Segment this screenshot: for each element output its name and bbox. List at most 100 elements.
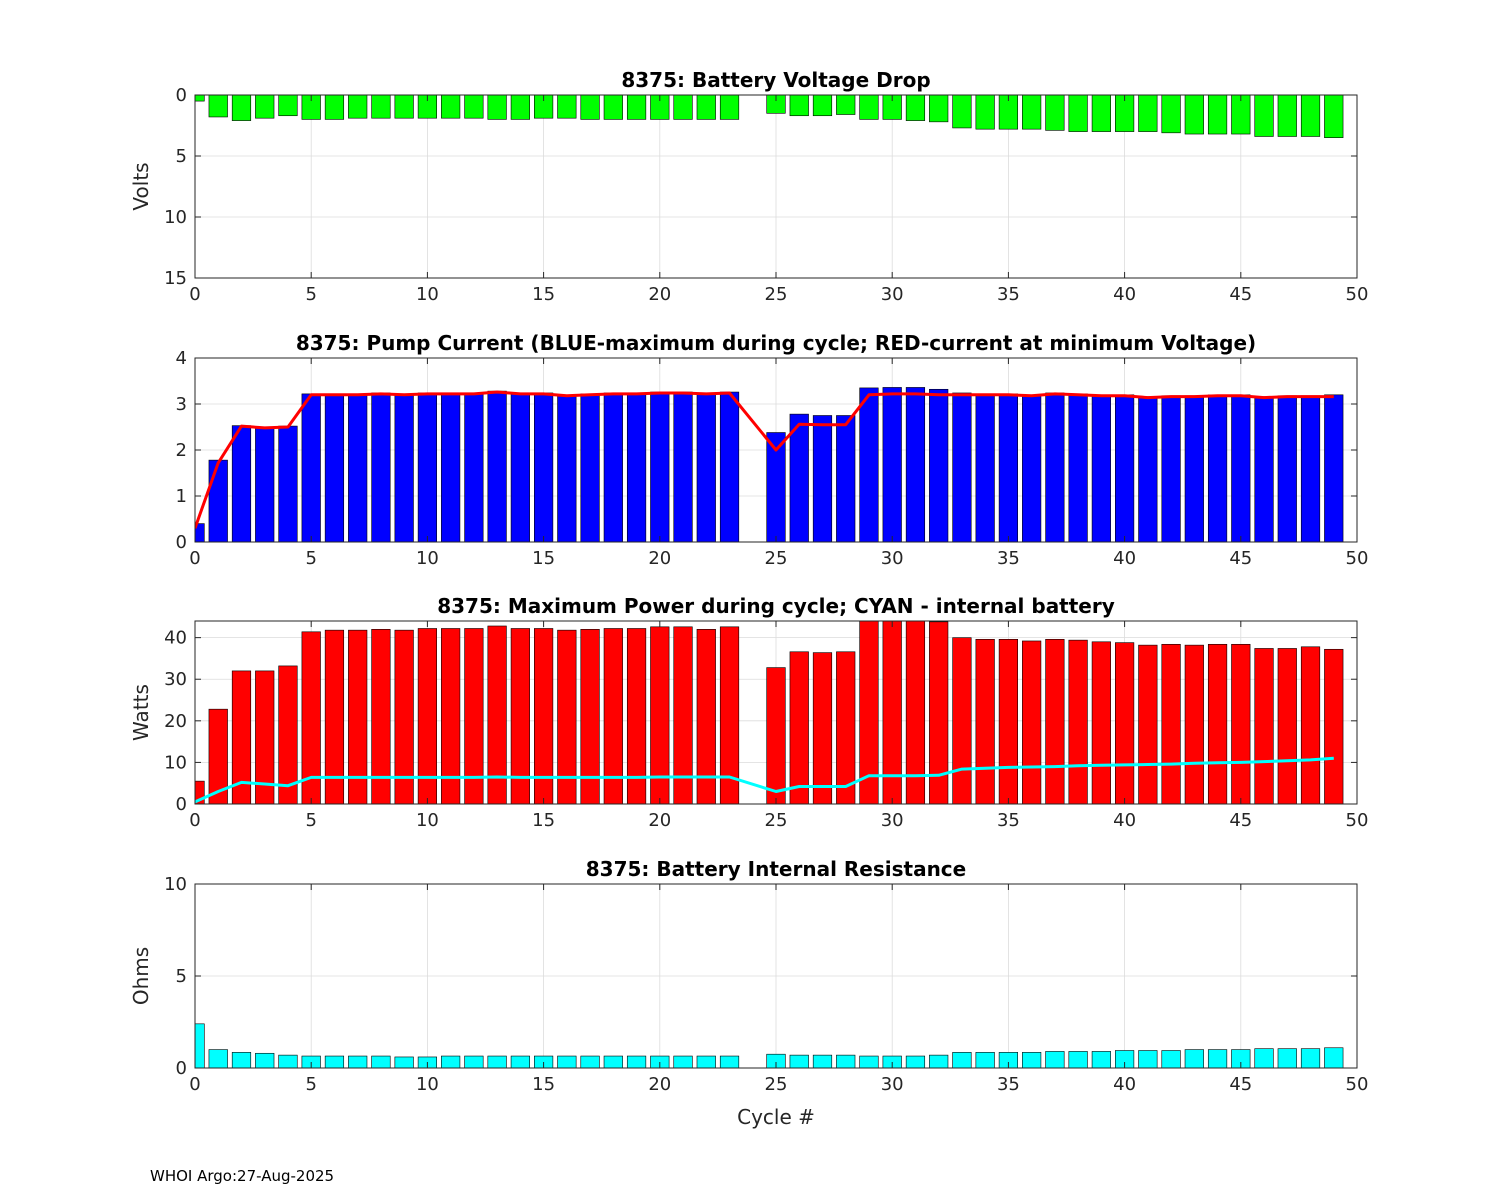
bar (650, 391, 670, 542)
bar (789, 1054, 809, 1068)
x-tick-label: 0 (189, 284, 200, 305)
bar (1138, 1050, 1158, 1068)
y-tick-label: 2 (176, 440, 187, 461)
bar (534, 95, 554, 119)
y-axis-label: Watts (129, 684, 153, 741)
bar (255, 1052, 275, 1068)
bar (975, 393, 995, 542)
y-tick-label: 40 (164, 628, 187, 649)
bar (1138, 396, 1158, 542)
bar (324, 629, 345, 804)
bar (603, 392, 623, 542)
bar (580, 629, 600, 804)
y-tick-label: 15 (164, 268, 187, 289)
bar (812, 95, 833, 117)
bar (324, 393, 345, 542)
bar (1300, 1048, 1321, 1068)
bar (510, 1055, 530, 1068)
bar (487, 95, 507, 120)
bar (1045, 392, 1065, 542)
bar (510, 392, 530, 542)
bar (626, 1055, 647, 1068)
bar (1231, 643, 1251, 804)
y-tick-label: 0 (176, 532, 187, 553)
bar (1161, 95, 1181, 134)
x-tick-label: 5 (305, 810, 316, 831)
bar (812, 652, 833, 804)
bar (673, 1055, 693, 1068)
bar (1184, 395, 1204, 542)
bar (1231, 394, 1251, 542)
x-tick-label: 30 (881, 284, 904, 305)
bar (371, 629, 391, 804)
x-tick-label: 20 (648, 284, 671, 305)
bar (719, 391, 740, 542)
x-tick-label: 50 (1346, 1074, 1369, 1095)
bar (278, 425, 298, 542)
bar (766, 667, 786, 804)
bar (1254, 95, 1274, 137)
bar (673, 391, 693, 542)
y-tick-label: 30 (164, 669, 187, 690)
bar (1300, 95, 1321, 137)
bar (464, 95, 484, 119)
bar (1022, 640, 1042, 804)
chart-title: 8375: Battery Internal Resistance (586, 857, 966, 881)
bar (1068, 639, 1088, 804)
bar (348, 629, 368, 804)
y-tick-label: 10 (164, 207, 187, 228)
x-tick-label: 10 (416, 284, 439, 305)
bar (1324, 648, 1344, 804)
x-tick-label: 10 (416, 548, 439, 569)
bar (324, 95, 345, 120)
bar (719, 95, 740, 120)
bar (1324, 1047, 1344, 1068)
bar (534, 628, 554, 804)
bar (1115, 1050, 1135, 1068)
bar (394, 393, 414, 542)
x-tick-label: 5 (305, 284, 316, 305)
x-tick-label: 15 (532, 1074, 555, 1095)
bar (1022, 1052, 1042, 1068)
bar (1324, 95, 1344, 139)
bar (487, 625, 507, 804)
x-tick-label: 45 (1229, 810, 1252, 831)
bar (1277, 395, 1297, 542)
bar (998, 638, 1018, 804)
bar (371, 1055, 391, 1068)
bar (1115, 642, 1135, 804)
bar (301, 95, 321, 120)
y-tick-label: 4 (176, 348, 187, 369)
bar (441, 392, 461, 542)
bar (231, 425, 252, 542)
bar (650, 95, 670, 120)
bar (1045, 1051, 1065, 1068)
bar (464, 1055, 484, 1068)
bar (905, 621, 926, 804)
bar (348, 95, 368, 119)
bar (195, 1023, 205, 1068)
bar (859, 1055, 879, 1068)
bar (696, 629, 716, 804)
bar (1091, 95, 1111, 132)
bar (557, 394, 577, 542)
bar (1068, 1051, 1088, 1068)
bar (929, 1054, 949, 1068)
bar (510, 95, 530, 120)
chart-title: 8375: Pump Current (BLUE-maximum during … (296, 331, 1256, 355)
x-tick-label: 15 (532, 284, 555, 305)
bar (1184, 1049, 1204, 1068)
y-tick-label: 0 (176, 794, 187, 815)
bar (1184, 644, 1204, 804)
bar (812, 415, 833, 542)
bar (673, 626, 693, 804)
x-tick-label: 50 (1346, 548, 1369, 569)
bar (255, 95, 275, 119)
y-tick-label: 20 (164, 711, 187, 732)
series-line (195, 756, 1334, 804)
chart-panel-3: 0 5 10 15 20 25 30 35 40 45 50 0 10 20 30 40 8375: Maxim… (129, 594, 1368, 831)
bar (603, 1055, 623, 1068)
bar (952, 392, 972, 542)
bar (905, 95, 926, 121)
bar (1300, 646, 1321, 804)
